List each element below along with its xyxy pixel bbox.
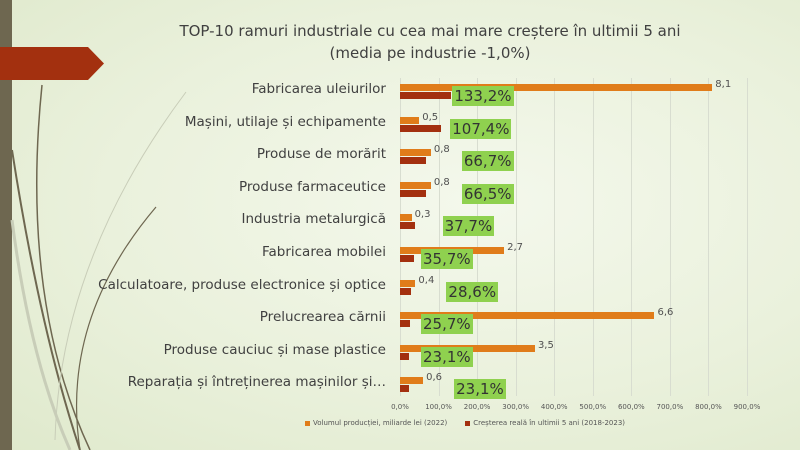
gridline [554, 78, 556, 396]
gridline [515, 78, 517, 396]
production-bar [400, 181, 431, 189]
growth-bar [400, 222, 415, 230]
production-bar [400, 149, 431, 157]
production-value-label: 0,5 [422, 111, 439, 123]
growth-value-label: 37,7% [442, 216, 495, 237]
category-label: Produse cauciuc și mase plastice [163, 341, 386, 358]
x-tick-label: 200,0% [463, 403, 491, 411]
growth-bar [400, 320, 410, 328]
production-value-label: 8,1 [715, 79, 732, 90]
legend-item-production: Volumul producției, miliarde lei (2022) [304, 419, 448, 427]
growth-bar [400, 255, 414, 262]
growth-bar [400, 124, 442, 132]
production-value-label: 0,8 [433, 144, 450, 156]
growth-value-label: 28,6% [446, 281, 499, 302]
category-label: Fabricarea uleiurilor [251, 81, 386, 97]
growth-value-label: 66,5% [461, 183, 514, 204]
gridline [631, 78, 633, 396]
production-value-label: 3,5 [537, 339, 554, 351]
gridline [747, 78, 748, 396]
category-label: Produse de morărit [256, 146, 386, 163]
x-tick-label: 700,0% [656, 403, 684, 411]
growth-value-label: 107,4% [450, 118, 512, 139]
production-bar [400, 312, 655, 320]
growth-value-label: 25,7% [421, 314, 473, 335]
growth-value-label: 35,7% [421, 249, 473, 269]
production-bar [400, 116, 420, 124]
growth-bar [400, 287, 412, 295]
category-label: Fabricarea mobilei [261, 244, 386, 260]
category-label: Mașini, utilaje și echipamente [184, 113, 386, 130]
growth-bar [400, 189, 426, 197]
chart-subtitle: (media pe industrie -1,0%) [329, 44, 531, 62]
x-tick-label: 0,0% [391, 403, 409, 411]
production-bar [400, 279, 416, 287]
production-value-label: 0,4 [418, 274, 435, 286]
category-label: Industria metalurgică [241, 211, 386, 228]
legend-label-production: Volumul producției, miliarde lei (2022) [312, 419, 448, 427]
x-tick-label: 300,0% [502, 403, 530, 411]
production-value-label: 0,6 [426, 372, 443, 384]
gridline [669, 78, 671, 396]
growth-bar [400, 352, 409, 360]
production-value-label: 6,6 [657, 307, 674, 319]
chart-title-main: TOP-10 ramuri industriale cu cea mai mar… [179, 22, 681, 40]
production-bar [400, 84, 713, 91]
legend-swatch-growth [465, 420, 471, 426]
legend-swatch-production [304, 420, 310, 426]
growth-value-label: 23,1% [454, 379, 506, 400]
growth-value-label: 23,1% [421, 346, 473, 367]
gridline [477, 78, 479, 396]
x-tick-label: 900,0% [733, 403, 761, 411]
production-bar [400, 377, 424, 385]
gridline [592, 78, 594, 396]
x-tick-label: 400,0% [540, 403, 568, 411]
production-value-label: 0,3 [414, 209, 431, 221]
x-tick-label: 100,0% [425, 403, 452, 411]
growth-bar [400, 157, 426, 165]
gridline [708, 78, 710, 396]
gridline [438, 78, 440, 396]
category-label: Calculatoare, produse electronice și opt… [98, 276, 386, 293]
x-tick-label: 500,0% [579, 403, 607, 411]
chart-title: TOP-10 ramuri industriale cu cea mai mar… [110, 20, 750, 64]
legend: Volumul producției, miliarde lei (2022) … [130, 419, 800, 427]
category-label: Prelucrearea cărnii [259, 309, 386, 326]
production-bar [400, 214, 412, 222]
growth-bar [400, 92, 452, 99]
legend-item-growth: Creșterea reală în ultimii 5 ani (2018-2… [465, 419, 625, 427]
slide-left-bar [0, 0, 12, 450]
production-value-label: 0,8 [433, 176, 450, 188]
growth-value-label: 66,7% [461, 151, 514, 172]
x-tick-label: 600,0% [617, 403, 645, 411]
decorative-curves [10, 84, 187, 450]
title-arrow-shape [0, 47, 104, 80]
production-value-label: 2,7 [507, 242, 523, 253]
x-tick-label: 800,0% [695, 403, 722, 411]
growth-value-label: 133,2% [452, 86, 514, 106]
growth-bar [400, 385, 409, 393]
gridline [400, 78, 401, 396]
legend-label-growth: Creșterea reală în ultimii 5 ani (2018-2… [473, 419, 626, 427]
category-label: Produse farmaceutice [239, 178, 386, 195]
category-label: Reparația și întreținerea mașinilor și… [127, 374, 386, 391]
